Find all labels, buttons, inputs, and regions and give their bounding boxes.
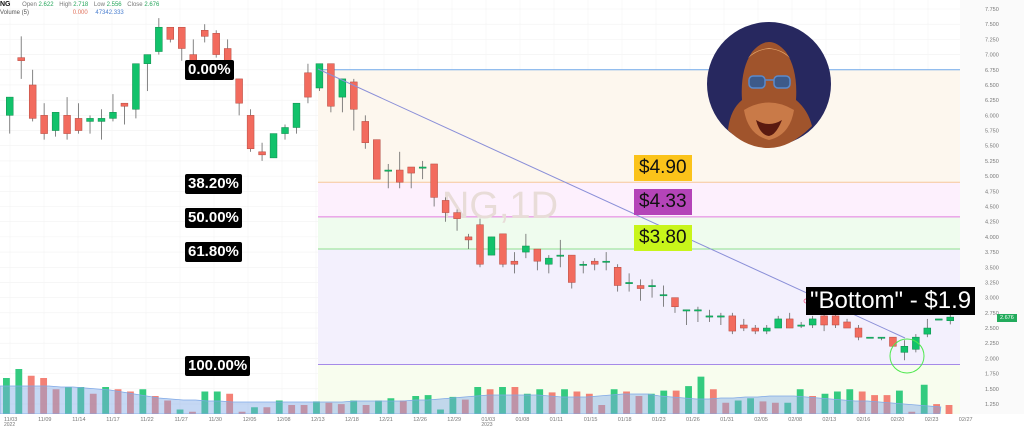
time-tick: 12/21 [379,417,393,423]
time-tick: 02/20 [891,417,905,423]
bottom-highlight-circle [889,338,925,374]
time-tick: 11/14 [72,417,85,423]
price-tick: 1.250 [985,402,999,408]
price-tick: 4.750 [985,189,999,195]
price-tick: 7.250 [985,37,999,43]
time-tick: 02/23 [925,417,939,423]
time-tick: 02/08 [788,417,802,423]
candlesticks [6,18,954,361]
bottom-annotation: "Bottom" - $1.9 [806,287,976,315]
close-value: 2.676 [144,2,160,8]
volume-label: Volume (5) [0,10,30,16]
volume-value-b: 47342.333 [95,10,124,16]
fib-label-100: 100.00% [185,356,251,376]
time-tick: 12/18 [345,417,359,423]
price-tick: 5.750 [985,129,999,135]
legend-header: NG Open 2.622 High 2.718 Low 2.556 Close… [0,1,160,8]
fib-label-38-2: 38.20% [185,174,242,194]
price-tick: 6.750 [985,68,999,74]
time-tick: 11/09 [38,417,51,423]
open-value: 2.622 [38,2,54,8]
time-tick: 01/26 [686,417,700,423]
time-tick: 01/03 [481,417,495,423]
time-tick: 11/17 [106,417,119,423]
time-tick: 12/13 [311,417,325,423]
time-tick: 02/27 [959,417,973,423]
price-tick: 1.750 [985,372,999,378]
fib-label-61-8: 61.80% [185,242,242,262]
price-tick: 2.750 [985,311,999,317]
price-tick: 1.500 [985,387,999,393]
last-price-tag: 2.676 [997,314,1017,322]
price-tick: 2.500 [985,326,999,332]
time-tick: 11/03 [4,417,17,423]
time-tick: 02/05 [754,417,768,423]
low-value: 2.556 [106,2,122,8]
price-axis[interactable]: 7.750 7.500 7.250 7.000 6.750 6.500 6.250 6.000… [985,7,999,408]
time-tick: 01/15 [584,417,598,423]
time-tick: 11/22 [140,417,153,423]
fibonacci-retracement[interactable] [318,69,960,414]
volume-legend: Volume (5) 0.000 47342.333 [0,10,124,16]
time-tick: 11/27 [175,417,188,423]
volume-value-a: 0.000 [72,10,88,16]
price-tick: 3.000 [985,296,999,302]
time-tick: 02/16 [857,417,871,423]
price-tag-3-80: $3.80 [634,225,692,251]
price-tick: 5.000 [985,174,999,180]
time-tick: 02/13 [822,417,836,423]
time-tick: 12/08 [277,417,291,423]
price-tick: 5.250 [985,159,999,165]
price-tick: 3.500 [985,265,999,271]
time-tick: 12/26 [413,417,427,423]
time-tick: 12/05 [243,417,257,423]
price-tick: 5.500 [985,144,999,150]
watermark: NG,1D [442,185,558,227]
price-tick: 4.250 [985,220,999,226]
price-tick: 7.500 [985,22,999,28]
price-tag-4-33: $4.33 [634,189,692,215]
price-tick: 7.000 [985,53,999,59]
svg-text:2023: 2023 [481,422,492,426]
price-axis-bg [960,0,1024,414]
fib-label-50: 50.00% [185,208,242,228]
price-tick: 6.000 [985,113,999,119]
time-tick: 11/30 [209,417,222,423]
time-tick: 01/31 [720,417,734,423]
price-tick: 6.500 [985,83,999,89]
time-tick: 01/08 [516,417,530,423]
price-tick: 3.250 [985,280,999,286]
symbol-name: NG [0,1,11,8]
svg-text:2022: 2022 [4,422,15,426]
price-tick: 2.000 [985,356,999,362]
volume-bars [0,369,1024,426]
price-tick: 6.250 [985,98,999,104]
price-tick: 7.750 [985,7,999,13]
price-tick: 4.000 [985,235,999,241]
time-tick: 01/23 [652,417,666,423]
price-tick: 2.250 [985,341,999,347]
price-tick: 4.500 [985,205,999,211]
price-tag-4-90: $4.90 [634,155,692,181]
high-value: 2.718 [73,2,89,8]
time-tick: 01/11 [550,417,563,423]
price-tick: 3.750 [985,250,999,256]
time-tick: 12/29 [447,417,461,423]
time-tick: 01/18 [618,417,632,423]
fib-label-0: 0.00% [185,60,234,80]
avatar [707,22,831,148]
